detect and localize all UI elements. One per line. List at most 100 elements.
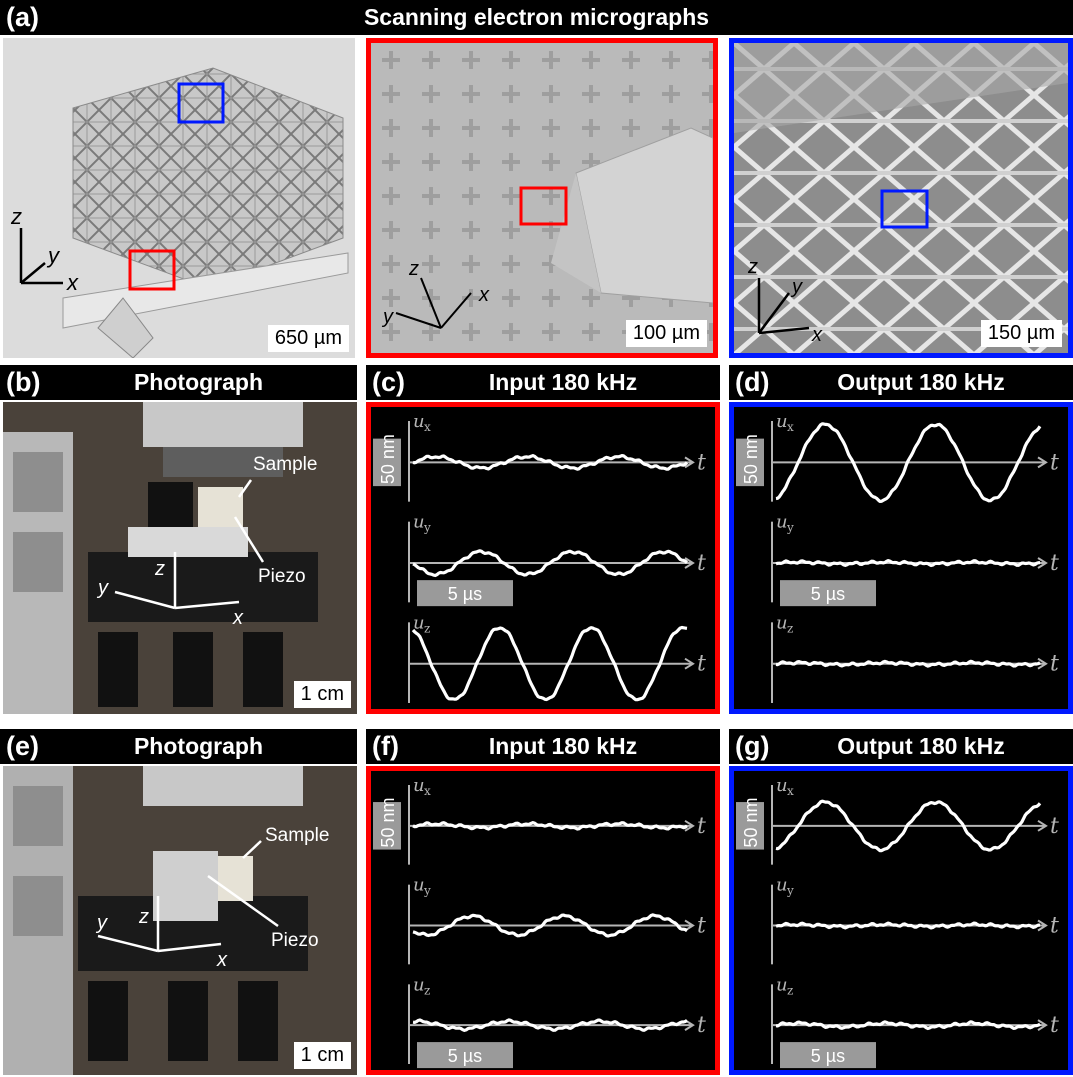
plot-input-f: u x t u y t u z t 50 nm 5 µs (366, 766, 720, 1075)
axis-label-sub: x (787, 784, 794, 798)
axis-z: z (747, 256, 758, 278)
title-photo-b: Photograph (133, 369, 264, 395)
axis-label-t: t (1050, 913, 1059, 938)
axis-label-sub: y (423, 521, 431, 535)
blue-box (880, 189, 929, 229)
header-b: (b) Photograph (0, 365, 357, 400)
amplitude-scale-label: 50 nm (378, 434, 398, 484)
axis-label-u: u (413, 875, 425, 896)
trace-uy (412, 549, 689, 578)
x-axis-arrow (684, 456, 695, 469)
axis-y: y (95, 912, 108, 934)
x-axis-arrow (684, 819, 695, 832)
setup-photo-illustration: z y x Sample Piezo (3, 766, 357, 1075)
plot-input-c: u x t u y t u z t 50 nm 5 µs (366, 402, 720, 714)
blue-box (177, 82, 225, 124)
axis-label-u: u (776, 875, 788, 896)
axis-z: z (154, 558, 165, 580)
axis-label-t: t (697, 551, 706, 576)
x-axis-arrow (684, 919, 695, 932)
lattice-illustration: z y x (3, 38, 355, 358)
axis-label-t: t (1050, 814, 1059, 839)
axis-label-t: t (697, 450, 706, 475)
axis-label-u: u (413, 974, 425, 995)
piezo-label: Piezo (271, 930, 319, 951)
title-sem: Scanning electron micrographs (363, 4, 710, 30)
axis-label-u: u (776, 775, 788, 796)
axes-triad (757, 278, 810, 335)
axis-y: y (381, 306, 394, 328)
axis-label-t: t (697, 652, 706, 677)
scale-bar-label: 1 cm (293, 681, 351, 708)
time-scale-bar (780, 1042, 876, 1069)
time-scale-label: 5 µs (811, 1046, 845, 1066)
amplitude-scale-label: 50 nm (378, 798, 398, 848)
amplitude-scale-bar (736, 438, 764, 487)
x-axis-arrow (1037, 657, 1048, 670)
time-scale-label: 5 µs (448, 584, 482, 604)
axis-label-t: t (1050, 551, 1059, 576)
axis-label-u: u (413, 775, 425, 796)
trace-uz (775, 1020, 1041, 1031)
title-output-d: Output 180 kHz (837, 369, 1005, 395)
sem-panel-zoom-red: z y x 100 µm (366, 38, 718, 358)
amplitude-scale-bar (373, 802, 401, 850)
struts-illustration: z y x (734, 43, 1068, 353)
axis-label-u: u (776, 612, 788, 633)
time-scale-label: 5 µs (811, 584, 845, 604)
axis-label-t: t (1050, 1013, 1059, 1038)
axis-label-sub: y (423, 884, 431, 898)
time-scale-label: 5 µs (448, 1046, 482, 1066)
axis-label-sub: y (786, 884, 794, 898)
axis-label-sub: x (424, 420, 431, 434)
axis-label-u: u (413, 612, 425, 633)
scale-bar-label: 100 µm (625, 320, 707, 347)
axes-triad (395, 277, 472, 329)
header-g: (g) Output 180 kHz (729, 729, 1073, 764)
panel-label-d: (d) (735, 367, 770, 397)
axis-y: y (790, 276, 803, 298)
axis-label-t: t (1050, 450, 1059, 475)
time-scale-bar (780, 580, 876, 607)
header-d: (d) Output 180 kHz (729, 365, 1073, 400)
title-input-f: Input 180 kHz (488, 733, 638, 759)
x-axis-arrow (684, 657, 695, 670)
x-axis-arrow (1037, 1019, 1048, 1031)
axis-x: x (811, 324, 823, 346)
x-axis-arrow (1037, 819, 1048, 832)
axis-label-t: t (697, 913, 706, 938)
surface-illustration: z y x (371, 43, 713, 353)
axis-x: x (478, 284, 490, 306)
axes-triad (19, 228, 63, 285)
header-a: (a) Scanning electron micrographs (0, 0, 1073, 35)
trace-ux (412, 454, 689, 471)
setup-photo-illustration: z y x Sample Piezo (3, 402, 357, 714)
time-scale-bar (417, 1042, 513, 1069)
trace-uz (775, 659, 1041, 668)
axis-label-u: u (413, 411, 425, 432)
amplitude-scale-label: 50 nm (741, 434, 761, 484)
sem-panel-overview: z y x 650 µm (3, 38, 355, 358)
red-box (519, 186, 568, 226)
plot-output-d: u x t u y t u z t 50 nm 5 µs (729, 402, 1073, 714)
scale-bar-label: 1 cm (293, 1042, 351, 1069)
amplitude-scale-bar (373, 438, 401, 487)
panel-label-g: (g) (735, 731, 770, 761)
trace-uz (411, 625, 688, 702)
x-axis-arrow (684, 557, 695, 569)
header-f: (f) Input 180 kHz (366, 729, 720, 764)
sample-label: Sample (265, 825, 329, 846)
axis-label-t: t (697, 1013, 706, 1038)
axis-y: y (96, 577, 109, 599)
photo-panel-e: z y x Sample Piezo 1 cm (3, 766, 357, 1075)
header-e: (e) Photograph (0, 729, 357, 764)
axis-label-sub: z (787, 621, 793, 635)
x-axis-arrow (1037, 456, 1048, 469)
piezo-label: Piezo (258, 566, 306, 587)
axis-label-sub: z (424, 983, 430, 997)
title-photo-e: Photograph (133, 733, 264, 759)
axis-x: x (216, 949, 228, 971)
